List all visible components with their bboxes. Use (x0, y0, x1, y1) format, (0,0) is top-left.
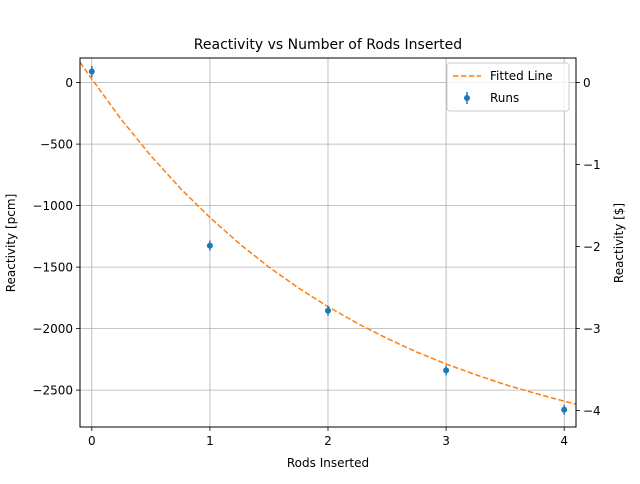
y-right-tick-label-2: −2 (583, 240, 601, 254)
run-point-0 (88, 68, 95, 75)
y-tick-label-4: −2000 (32, 322, 73, 336)
legend-label-fitted-line: Fitted Line (490, 69, 553, 83)
run-point-2 (325, 307, 331, 314)
y-axis-left-ticks: 0 −500 −1000 −1500 −2000 −2500 (32, 76, 80, 398)
run-point-4 (561, 406, 568, 413)
y-tick-label-0: 0 (65, 76, 73, 90)
x-axis-label: Rods Inserted (287, 456, 369, 470)
y-right-tick-label-4: −4 (583, 404, 601, 418)
y-axis-right-label: Reactivity [$] (612, 203, 626, 283)
x-axis-ticks: 0 1 2 3 4 (88, 427, 568, 448)
y-tick-label-1: −500 (40, 138, 73, 152)
y-right-tick-label-1: −1 (583, 158, 601, 172)
y-tick-label-2: −1000 (32, 199, 73, 213)
series-layer (79, 61, 577, 415)
legend-runs-marker (464, 95, 470, 101)
legend-box (446, 62, 570, 112)
x-tick-label-0: 0 (88, 434, 96, 448)
run-point-1 (206, 242, 213, 249)
y-tick-label-3: −1500 (32, 261, 73, 275)
x-tick-label-3: 3 (442, 434, 450, 448)
legend-label-runs: Runs (490, 91, 519, 105)
y-right-tick-label-3: −3 (583, 322, 601, 336)
run-point-3 (443, 367, 450, 374)
chart-title: Reactivity vs Number of Rods Inserted (194, 37, 462, 53)
x-tick-label-4: 4 (560, 434, 568, 448)
x-tick-label-1: 1 (206, 434, 214, 448)
y-tick-label-5: −2500 (32, 384, 73, 398)
y-right-tick-label-0: 0 (583, 76, 591, 90)
y-axis-right-ticks: 0 −1 −2 −3 −4 (576, 76, 601, 418)
x-tick-label-2: 2 (324, 434, 332, 448)
legend: Fitted Line Runs (446, 62, 570, 112)
y-axis-left-label: Reactivity [pcm] (4, 194, 18, 293)
